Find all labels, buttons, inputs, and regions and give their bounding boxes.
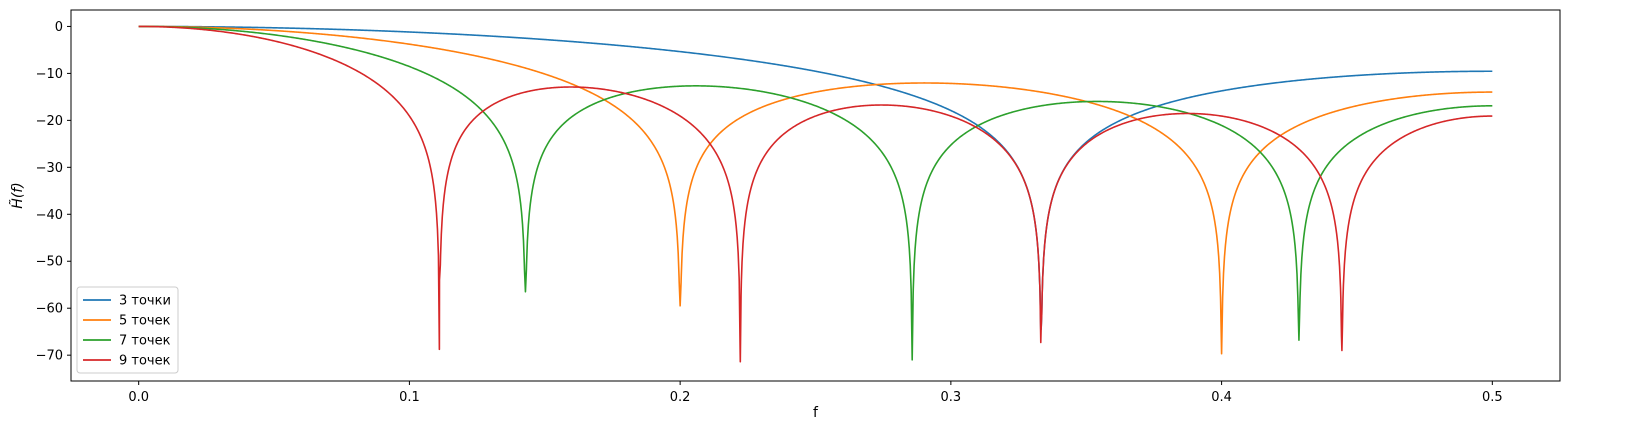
series-line-9	[138, 25, 1493, 363]
x-tick-label: 0.5	[1482, 390, 1503, 405]
y-tick-label: −20	[36, 114, 63, 129]
legend-box	[76, 286, 179, 374]
x-tick-label: 0.3	[941, 390, 962, 405]
y-tick-label: −50	[36, 255, 63, 270]
y-tick-label: −60	[36, 302, 63, 317]
series-line-3	[138, 25, 1493, 331]
series-line-5	[138, 25, 1493, 355]
x-axis-label: f	[813, 405, 819, 421]
series-layer	[138, 25, 1493, 363]
series-line-7	[138, 25, 1493, 361]
y-axis-label: H̃(f)	[9, 182, 26, 208]
y-tick-label: −70	[36, 349, 63, 364]
y-tick-label: 0	[55, 20, 63, 35]
y-tick-label: −10	[36, 67, 63, 82]
axes-layer: 0.0 0.1 0.2 0.3 0.4 0.5 0 −10 −20 −30 −40 −50 −60 −70	[36, 20, 1503, 405]
legend-label: 3 точки	[119, 294, 171, 309]
x-tick-label: 0.1	[399, 390, 420, 405]
legend: 3 точки 5 точек 7 точек 9 точек	[76, 286, 179, 374]
legend-label: 7 точек	[119, 334, 171, 349]
y-tick-label: −40	[36, 208, 63, 223]
x-tick-label: 0.4	[1211, 390, 1232, 405]
y-tick-label: −30	[36, 161, 63, 176]
x-tick-label: 0.2	[670, 390, 691, 405]
legend-label: 5 точек	[119, 314, 171, 329]
legend-label: 9 точек	[119, 354, 171, 369]
x-tick-label: 0.0	[128, 390, 149, 405]
plot-frame	[70, 9, 1561, 382]
